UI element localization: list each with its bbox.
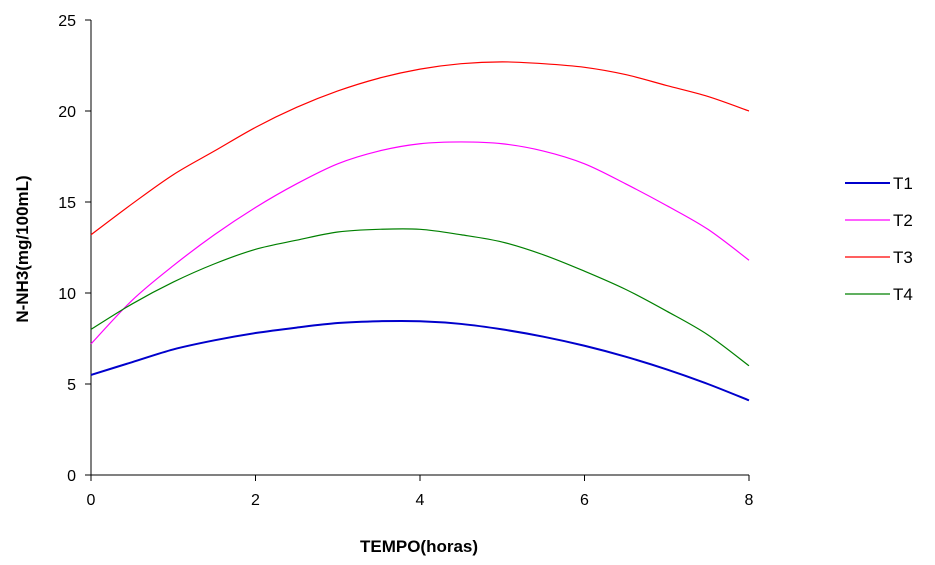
series-line-t3 (90, 61, 750, 236)
y-tick-label-5: 25 (58, 13, 76, 30)
y-tick-label-1: 5 (67, 377, 76, 394)
y-axis-title: N-NH3(mg/100mL) (13, 175, 32, 322)
legend-label-t3: T3 (893, 248, 913, 267)
legend-label-t4: T4 (893, 285, 913, 304)
y-tick-label-4: 20 (58, 104, 76, 121)
x-tick-label-0: 0 (87, 492, 96, 509)
series-line-t1 (90, 319, 750, 402)
x-axis-title: TEMPO(horas) (360, 537, 478, 556)
series-layer (90, 61, 750, 402)
legend: T1 T2 T3 T4 (845, 174, 913, 304)
x-tick-label-2: 4 (416, 492, 425, 509)
axes-layer: 0 5 10 15 20 25 0 2 4 6 8 (58, 13, 753, 509)
y-tick-label-3: 15 (58, 195, 76, 212)
x-tick-label-3: 6 (580, 492, 589, 509)
series-line-t4 (90, 228, 750, 367)
x-tick-label-1: 2 (251, 492, 260, 509)
series-line-t2 (90, 141, 750, 345)
y-tick-label-0: 0 (67, 468, 76, 485)
legend-label-t2: T2 (893, 211, 913, 230)
y-tick-label-2: 10 (58, 286, 76, 303)
legend-label-t1: T1 (893, 174, 913, 193)
x-tick-label-4: 8 (745, 492, 754, 509)
